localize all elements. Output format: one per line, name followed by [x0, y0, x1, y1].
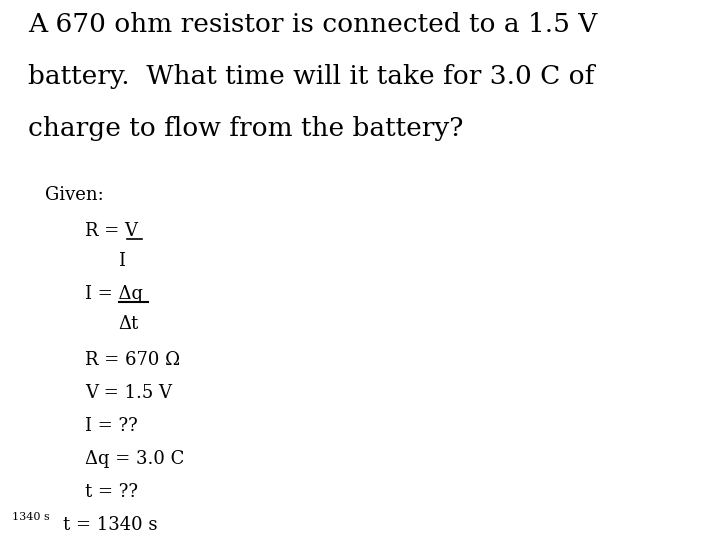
Text: Δt: Δt	[118, 315, 138, 333]
Text: Δq = 3.0 C: Δq = 3.0 C	[85, 450, 184, 468]
Text: battery.  What time will it take for 3.0 C of: battery. What time will it take for 3.0 …	[28, 64, 595, 89]
Text: I = Δq: I = Δq	[85, 285, 143, 303]
Text: t = 1340 s: t = 1340 s	[63, 516, 158, 534]
Text: t = ??: t = ??	[85, 483, 138, 501]
Text: 1340 s: 1340 s	[12, 512, 50, 522]
Text: I: I	[118, 252, 125, 270]
Text: A 670 ohm resistor is connected to a 1.5 V: A 670 ohm resistor is connected to a 1.5…	[28, 12, 598, 37]
Text: R = V: R = V	[85, 222, 138, 240]
Text: charge to flow from the battery?: charge to flow from the battery?	[28, 116, 464, 141]
Text: V = 1.5 V: V = 1.5 V	[85, 384, 172, 402]
Text: Given:: Given:	[45, 186, 104, 204]
Text: I = ??: I = ??	[85, 417, 138, 435]
Text: R = 670 Ω: R = 670 Ω	[85, 351, 180, 369]
